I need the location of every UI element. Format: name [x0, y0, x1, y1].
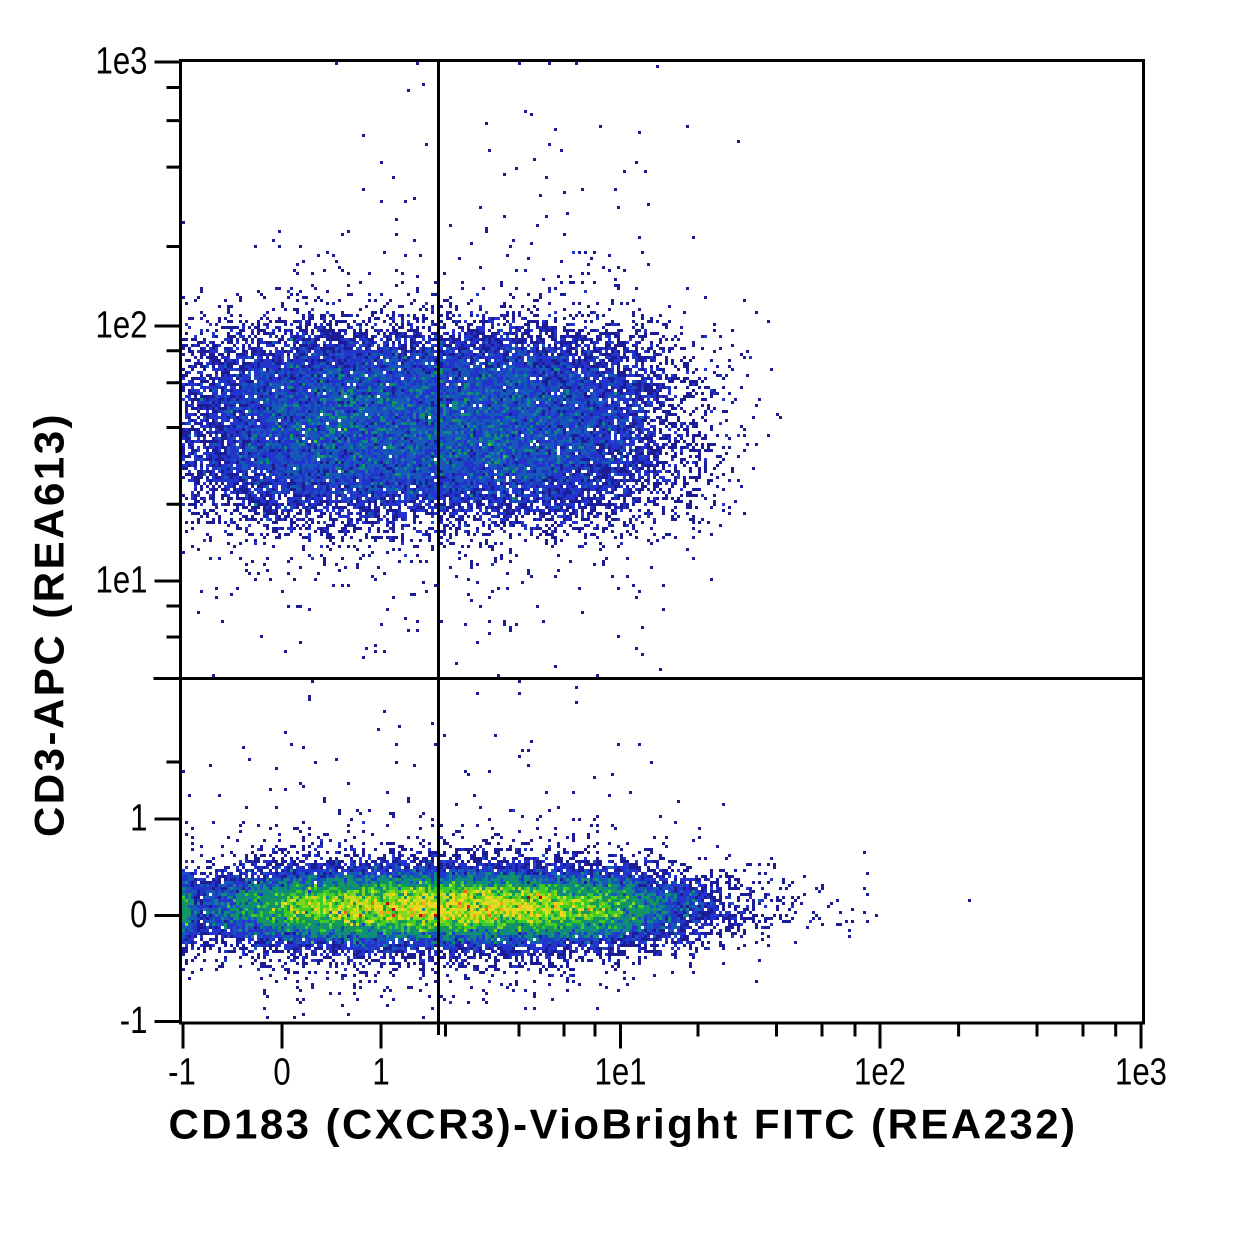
svg-text:1e1: 1e1 — [96, 560, 148, 602]
svg-text:CD3-APC (REA613): CD3-APC (REA613) — [26, 412, 73, 837]
svg-text:0: 0 — [273, 1052, 290, 1094]
svg-text:1e2: 1e2 — [854, 1052, 906, 1094]
svg-text:1e2: 1e2 — [96, 305, 148, 347]
svg-text:1: 1 — [130, 798, 147, 840]
svg-text:0: 0 — [130, 894, 147, 936]
svg-text:1e1: 1e1 — [595, 1052, 647, 1094]
svg-text:-1: -1 — [120, 1000, 148, 1042]
svg-text:1: 1 — [372, 1052, 389, 1094]
svg-text:1e3: 1e3 — [96, 41, 148, 83]
svg-text:CD183 (CXCR3)-VioBright FITC (: CD183 (CXCR3)-VioBright FITC (REA232) — [169, 1101, 1078, 1148]
svg-text:1e3: 1e3 — [1115, 1052, 1167, 1094]
svg-text:-1: -1 — [168, 1052, 196, 1094]
